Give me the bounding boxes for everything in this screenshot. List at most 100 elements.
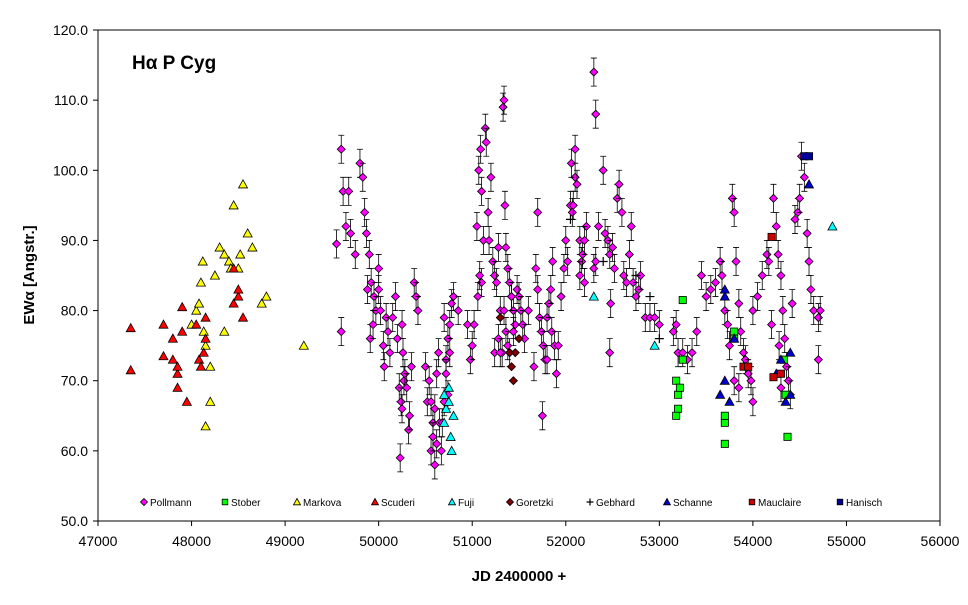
data-point [724,341,735,351]
data-point [631,271,641,280]
legend-item: Markova [292,497,342,509]
legend-label: Markova [303,498,342,509]
data-point [214,242,225,252]
data-point [729,376,739,386]
data-point [567,207,577,217]
data-point [529,362,539,372]
data-point [748,397,758,407]
data-point [746,376,756,386]
series-mauclaire [739,232,785,382]
data-point [523,306,533,316]
legend-label: Schanne [673,498,713,509]
data-point [510,320,520,330]
data-point [197,256,208,266]
data-point [172,368,183,378]
data-point [579,277,590,288]
data-point [493,242,503,253]
data-point [200,312,211,322]
data-point [723,320,733,330]
data-point [768,193,779,203]
data-point [775,354,787,364]
series-fuji [438,221,838,455]
data-point [649,340,660,350]
data-point [785,347,796,357]
data-point [498,102,508,112]
data-point [674,390,683,399]
data-point [433,348,444,358]
data-point [804,256,814,267]
data-point [195,277,207,287]
x-tick-label: 51000 [453,533,492,549]
legend-marker [505,497,515,507]
x-tick-label: 53000 [640,533,679,549]
data-point [719,291,731,301]
data-point [200,420,211,431]
data-point [827,221,838,231]
x-axis-title: JD 2400000 + [472,568,567,585]
data-point [533,284,543,295]
legend-marker [370,497,380,506]
data-point [566,158,576,168]
data-point [228,298,239,308]
data-point [445,320,455,330]
data-point [551,369,561,379]
data-point [233,284,244,294]
legend-item: Schanne [662,497,713,509]
data-point [432,439,442,449]
data-point [542,355,552,365]
data-point [757,270,767,281]
data-point [570,144,580,154]
data-point [778,306,788,316]
data-point [125,364,136,375]
legend-item: Mauclaire [748,498,802,509]
data-point [614,179,624,189]
data-point [734,298,744,309]
data-point [771,221,781,231]
data-point [474,165,484,175]
data-point [475,270,485,281]
data-point [809,306,819,316]
data-point [802,228,812,238]
data-point [261,291,272,301]
x-tick-label: 52000 [546,533,585,549]
data-point [177,326,188,336]
data-point [406,362,416,372]
data-point [729,207,739,217]
legend-label: Hanisch [846,498,882,509]
data-point [395,453,405,463]
data-point [430,404,440,414]
data-point [198,326,209,336]
data-point [591,256,601,267]
data-point [805,152,814,161]
legend-item: Stober [221,498,261,509]
data-point [514,334,524,344]
data-point [495,313,505,323]
data-point [687,348,697,358]
data-point [195,361,207,371]
data-point [672,376,681,385]
data-point [769,373,778,382]
data-point [674,404,683,413]
data-point [813,355,823,365]
legend-item: Fuji [447,497,474,509]
data-point [388,313,398,323]
y-tick-label: 70.0 [61,373,88,389]
data-point [774,341,784,351]
data-point [593,221,604,231]
x-tick-label: 55000 [827,533,866,549]
data-point [462,320,473,330]
data-point [445,431,456,441]
data-point [298,340,310,350]
data-point [344,186,354,196]
data-point [720,411,729,420]
data-point [499,306,509,316]
data-point [675,383,684,392]
data-point [598,165,608,175]
data-point [734,383,744,393]
data-point [360,207,370,217]
data-point [219,326,230,336]
data-point [773,249,783,260]
data-point [575,270,585,281]
data-point [780,334,790,344]
data-point [671,320,681,330]
